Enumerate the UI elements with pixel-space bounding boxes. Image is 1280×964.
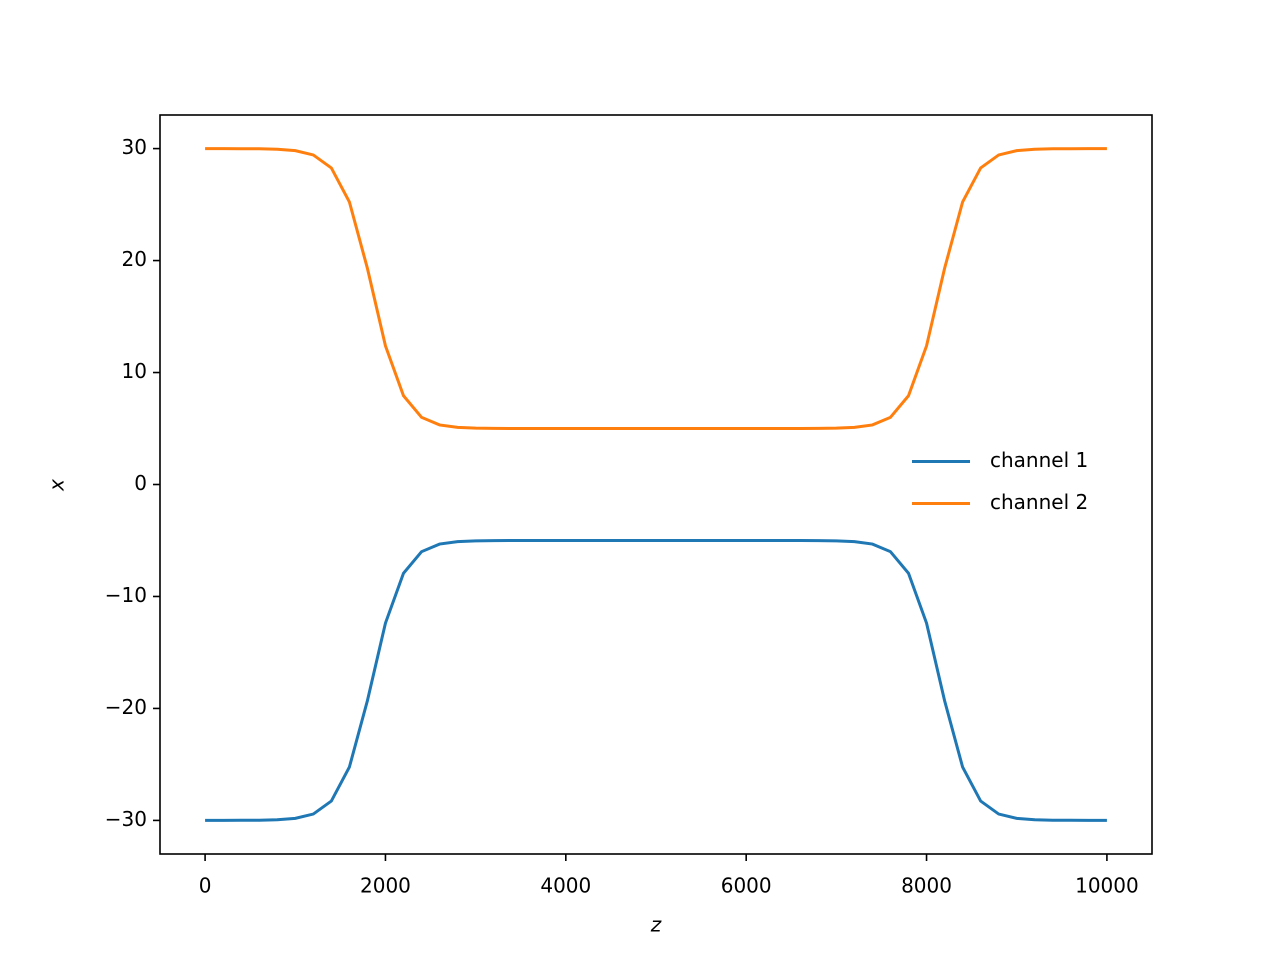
x-tick-label: 4000: [540, 874, 591, 898]
plot-frame: [159, 114, 1153, 855]
legend-label: channel 1: [990, 448, 1088, 472]
y-tick-label: 30: [122, 135, 147, 159]
y-tick-label: −20: [105, 695, 147, 719]
y-tick-label: 0: [134, 471, 147, 495]
y-tick-label: −10: [105, 583, 147, 607]
x-tick-label: 0: [199, 874, 212, 898]
line-series: [205, 147, 1107, 431]
x-tick-label: 8000: [901, 874, 952, 898]
y-tick-label: 20: [122, 247, 147, 271]
x-tick-label: 2000: [360, 874, 411, 898]
legend-label: channel 2: [990, 490, 1088, 514]
y-axis-label: x: [45, 479, 69, 492]
line-series: [205, 538, 1107, 822]
x-tick-label: 10000: [1075, 874, 1139, 898]
y-tick-label: 10: [122, 359, 147, 383]
x-axis-label: z: [650, 913, 662, 937]
x-tick-label: 6000: [721, 874, 772, 898]
y-tick-label: −30: [105, 807, 147, 831]
